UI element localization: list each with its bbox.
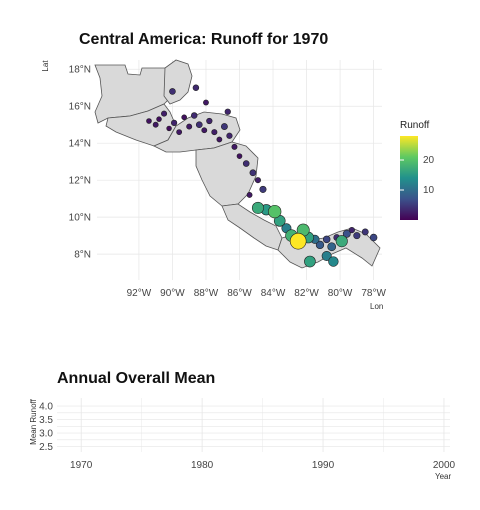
map-point (268, 204, 282, 219)
map-y-ticks: 8°N 10°N 12°N 14°N 16°N 18°N (69, 65, 91, 261)
map-point (335, 235, 348, 248)
map-x-ticks: 92°W 90°W 88°W 86°W 84°W 82°W 80°W 78°W (127, 288, 387, 299)
legend-colorbar (400, 136, 418, 220)
map-point (181, 114, 187, 121)
map-point (206, 117, 213, 125)
line-y-tick-label: 3.5 (39, 415, 53, 426)
line-y-tick-label: 4.0 (39, 402, 53, 413)
map-point (304, 255, 316, 268)
map-point (236, 153, 243, 159)
line-y-tick-label: 3.0 (39, 429, 53, 440)
map-point (321, 250, 332, 261)
line-x-tick-label: 1990 (312, 460, 335, 471)
map-point (176, 129, 183, 136)
map-ylabel: Lat (41, 60, 50, 72)
map-point (328, 256, 339, 267)
map-point (254, 177, 261, 184)
map-point (361, 228, 369, 236)
line-y-ticks: 2.5 3.0 3.5 4.0 (39, 402, 53, 454)
map-point (170, 119, 178, 126)
legend-ticks: 10 20 (400, 155, 435, 196)
map-y-tick-label: 18°N (69, 65, 91, 76)
map-point (161, 110, 168, 117)
map-point (169, 88, 176, 95)
map-point (216, 136, 223, 143)
line-ylabel: Mean Runoff (29, 398, 38, 444)
map-point (342, 229, 351, 238)
map-point (146, 118, 152, 124)
land-yucatan (163, 59, 193, 105)
map-y-tick-label: 16°N (69, 102, 91, 113)
map-point (224, 108, 231, 115)
map-point (322, 235, 331, 244)
map-y-tick-label: 12°N (69, 176, 91, 187)
map-point (201, 127, 208, 134)
map-y-tick-label: 10°N (69, 213, 91, 224)
map-x-tick-label: 86°W (227, 288, 252, 299)
map-point (156, 116, 162, 122)
map-point (211, 129, 218, 136)
map-point (327, 242, 337, 252)
line-x-tick-label: 2000 (433, 460, 456, 471)
line-x-tick-label: 1970 (70, 460, 93, 471)
line-xlabel: Year (435, 472, 452, 481)
legend-tick-label: 10 (423, 185, 435, 196)
map-point (289, 232, 307, 250)
map-point (226, 132, 233, 139)
map-point (259, 185, 267, 193)
map-point (242, 160, 250, 167)
map-y-tick-label: 8°N (74, 250, 91, 261)
line-title: Annual Overall Mean (57, 370, 215, 387)
map-point (315, 240, 325, 250)
map-point (191, 112, 198, 119)
map-point (152, 121, 159, 128)
line-x-tick-label: 1980 (191, 460, 214, 471)
map-x-tick-label: 92°W (127, 288, 152, 299)
map-xlabel: Lon (370, 302, 383, 311)
map-point (203, 99, 209, 106)
line-x-ticks: 1970 1980 1990 2000 (70, 460, 455, 471)
map-point (369, 233, 378, 242)
map-point (195, 121, 203, 129)
map-x-tick-label: 82°W (294, 288, 319, 299)
map-x-tick-label: 78°W (361, 288, 386, 299)
map-point (246, 192, 253, 198)
map-point (220, 123, 228, 130)
map-point (251, 201, 264, 214)
map-x-tick-label: 84°W (261, 288, 286, 299)
map-points (146, 84, 378, 268)
map-title: Central America: Runoff for 1970 (79, 31, 328, 48)
map-x-tick-label: 90°W (160, 288, 185, 299)
map-point (192, 84, 200, 91)
line-gridlines (57, 398, 450, 452)
legend-title: Runoff (400, 120, 430, 131)
legend-tick-label: 20 (423, 155, 435, 166)
map-point (166, 125, 172, 132)
map-point (186, 123, 193, 130)
line-y-tick-label: 2.5 (39, 442, 53, 453)
map-point (348, 226, 355, 234)
map-y-tick-label: 14°N (69, 139, 91, 150)
map-point (231, 143, 238, 150)
map-point (353, 232, 361, 240)
map-point (249, 169, 257, 177)
map-x-tick-label: 80°W (328, 288, 353, 299)
map-x-tick-label: 88°W (194, 288, 219, 299)
